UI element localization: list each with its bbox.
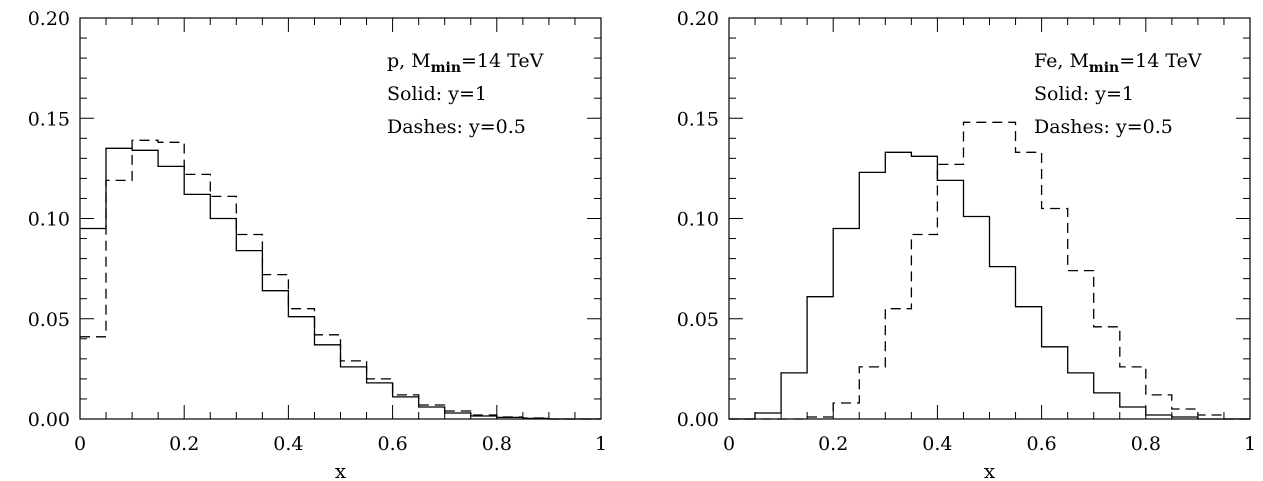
y-tick-label: 0.00: [28, 409, 70, 431]
y-tick-label: 0.10: [677, 209, 719, 231]
annotation-line-3: Dashes: y=0.5: [1034, 116, 1173, 138]
x-tick-label: 0: [74, 433, 86, 455]
x-axis-label: x: [335, 459, 347, 481]
chart-panel-left: 0 0.2 0.4 0.6 0.8 1 0.00 0.05 0.10 0.15 0.20 x p, Mm…: [28, 8, 607, 481]
x-tick-label: 0.6: [377, 433, 407, 455]
annotation-line-2: Solid: y=1: [1034, 83, 1134, 105]
annotation-line-1-suffix: =14 TeV: [1119, 50, 1202, 72]
x-tick-label: 0.8: [482, 433, 512, 455]
x-tick-label: 0.4: [922, 433, 952, 455]
x-tick-label: 1: [1244, 433, 1256, 455]
x-tick-label: 0.8: [1131, 433, 1161, 455]
x-axis-label: x: [984, 459, 996, 481]
annotation-line-3: Dashes: y=0.5: [387, 116, 526, 138]
x-tick-label: 0.4: [273, 433, 303, 455]
series-dashed-y-0.5: [80, 139, 601, 420]
series-dashed-y-0.5: [729, 121, 1250, 420]
annotation-line-1-subscript: min: [431, 60, 461, 76]
x-tick-label: 1: [595, 433, 607, 455]
y-tick-label: 0.20: [28, 8, 70, 30]
y-tick-label: 0.15: [677, 108, 719, 130]
annotation-line-1-prefix: p, M: [387, 50, 431, 72]
y-tick-label: 0.00: [677, 409, 719, 431]
annotation-line-1-subscript: min: [1089, 60, 1119, 76]
series-solid-y-1: [729, 151, 1250, 420]
y-tick-label: 0.05: [677, 309, 719, 331]
annotation-line-1-prefix: Fe, M: [1034, 50, 1089, 72]
x-tick-label: 0.2: [818, 433, 848, 455]
y-tick-label: 0.15: [28, 108, 70, 130]
chart-panel-right: 0 0.2 0.4 0.6 0.8 1 0.00 0.05 0.10 0.15 0.20 x Fe, M…: [677, 8, 1256, 481]
annotation-line-2: Solid: y=1: [387, 83, 487, 105]
x-tick-label: 0: [723, 433, 735, 455]
x-tick-label: 0.6: [1026, 433, 1056, 455]
annotation-line-1: Fe, Mmin=14 TeV: [1034, 50, 1202, 76]
series-solid-y-1: [80, 147, 601, 420]
annotation-line-1-suffix: =14 TeV: [461, 50, 544, 72]
y-tick-label: 0.20: [677, 8, 719, 30]
y-tick-label: 0.10: [28, 209, 70, 231]
annotation-line-1: p, Mmin=14 TeV: [387, 50, 544, 76]
x-tick-label: 0.2: [169, 433, 199, 455]
y-tick-label: 0.05: [28, 309, 70, 331]
